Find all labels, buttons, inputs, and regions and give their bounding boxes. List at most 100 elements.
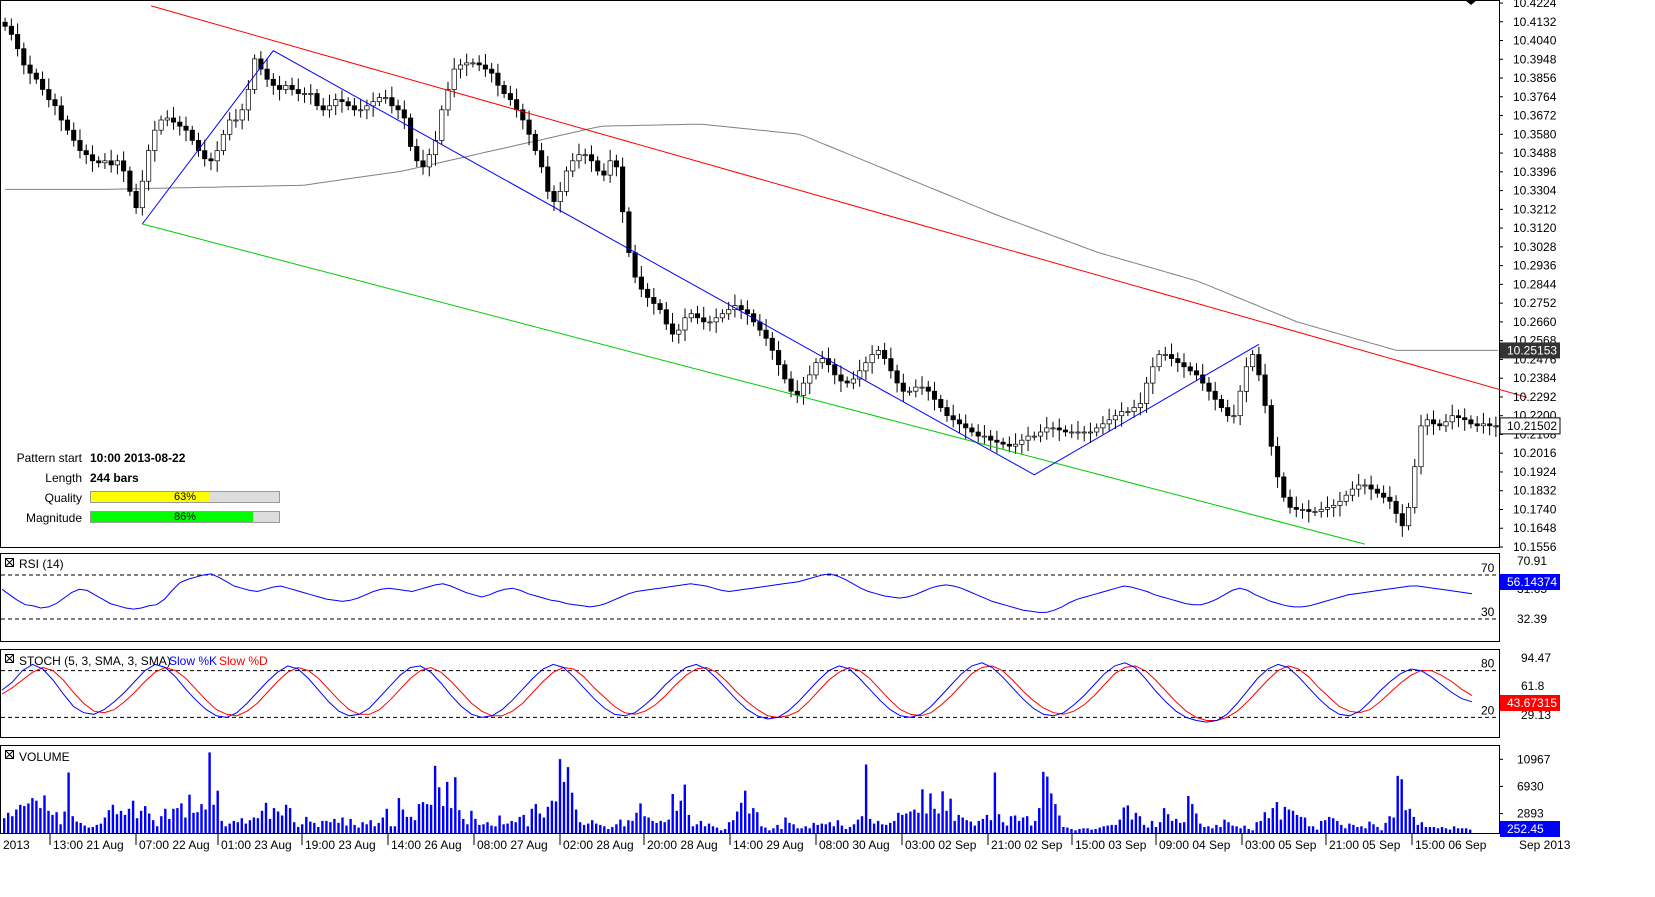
candle bbox=[869, 345, 875, 374]
stoch-level-label: 20 bbox=[1481, 703, 1495, 717]
time-tick-label: 03:00 05 Sep bbox=[1245, 838, 1317, 852]
panel-close-icon[interactable] bbox=[5, 750, 14, 759]
candle bbox=[1449, 404, 1455, 430]
candle bbox=[925, 381, 931, 401]
price-tick-label: 10.4040 bbox=[1513, 34, 1557, 48]
candle-body bbox=[782, 364, 788, 380]
volume-bar bbox=[1199, 823, 1202, 833]
candle bbox=[1212, 381, 1218, 411]
volume-bar bbox=[1364, 828, 1367, 833]
candle bbox=[794, 380, 800, 404]
rsi-panel[interactable]: 70 30 bbox=[1, 561, 1499, 620]
price-tick-label: 10.1556 bbox=[1513, 540, 1557, 554]
volume-bar bbox=[1295, 814, 1299, 833]
volume-bar bbox=[933, 808, 936, 833]
candle bbox=[114, 154, 120, 175]
panel-close-icon[interactable] bbox=[5, 654, 14, 663]
candle-body bbox=[21, 48, 27, 66]
candle-body bbox=[1212, 390, 1218, 400]
price-tick-label: 10.1740 bbox=[1513, 502, 1557, 516]
volume-bar bbox=[204, 809, 207, 833]
volume-bar bbox=[329, 822, 332, 833]
volume-bar bbox=[1223, 819, 1226, 833]
volume-bar bbox=[1094, 829, 1097, 833]
stoch-k-legend: Slow %K bbox=[169, 654, 217, 668]
price-tick-label: 10.2936 bbox=[1513, 259, 1557, 273]
candle-body bbox=[426, 154, 432, 168]
candle bbox=[1056, 418, 1062, 441]
volume-panel[interactable] bbox=[3, 752, 1472, 833]
candle-body bbox=[688, 313, 694, 319]
candle-body bbox=[295, 89, 301, 94]
price-tick-label: 10.1648 bbox=[1513, 521, 1557, 535]
volume-bar bbox=[357, 827, 360, 833]
candle bbox=[1050, 421, 1056, 438]
stoch-panel[interactable]: 80 20 bbox=[1, 657, 1499, 723]
candle bbox=[1106, 408, 1112, 432]
candle bbox=[863, 356, 869, 381]
candle bbox=[1025, 426, 1031, 452]
volume-bar bbox=[639, 803, 642, 833]
volume-bar bbox=[852, 824, 856, 833]
volume-bar bbox=[752, 808, 755, 833]
candle-body bbox=[1287, 496, 1293, 508]
candle-body bbox=[1399, 513, 1405, 527]
price-tick-label: 10.4132 bbox=[1513, 15, 1557, 29]
candle-body bbox=[1468, 419, 1474, 425]
candle bbox=[52, 93, 58, 116]
price-tick-label: 10.2384 bbox=[1513, 371, 1557, 385]
volume-bar bbox=[75, 821, 78, 833]
volume-bar bbox=[917, 812, 920, 833]
candle-body bbox=[96, 160, 102, 164]
candle-body bbox=[919, 386, 925, 389]
candle bbox=[981, 425, 987, 444]
time-tick-label: 15:00 03 Sep bbox=[1075, 838, 1147, 852]
candle-body bbox=[364, 105, 370, 111]
candle-body bbox=[1455, 415, 1462, 419]
volume-bar bbox=[103, 817, 107, 833]
candle bbox=[763, 319, 769, 346]
candle bbox=[258, 51, 264, 76]
volume-bar bbox=[160, 816, 163, 833]
volume-bar bbox=[957, 814, 960, 833]
candle-body bbox=[744, 309, 750, 315]
candle bbox=[89, 145, 96, 172]
volume-bar bbox=[1162, 808, 1166, 833]
length-label: Length bbox=[45, 471, 82, 485]
price-tick-label: 10.3488 bbox=[1513, 146, 1557, 160]
candle-body bbox=[64, 119, 71, 131]
volume-bar bbox=[868, 818, 872, 833]
candle bbox=[632, 244, 638, 284]
candle-body bbox=[1356, 484, 1362, 490]
volume-bar bbox=[1005, 825, 1009, 833]
candle bbox=[1480, 412, 1486, 434]
candle bbox=[301, 87, 308, 103]
price-tick-label: 10.3028 bbox=[1513, 240, 1557, 254]
time-tick-label: 07:00 22 Aug bbox=[139, 838, 210, 852]
price-panel[interactable] bbox=[2, 5, 1528, 545]
candle bbox=[1393, 495, 1399, 523]
volume-bar bbox=[91, 827, 94, 833]
volume-bar bbox=[1400, 779, 1403, 833]
candle bbox=[1075, 420, 1081, 440]
volume-bar bbox=[695, 824, 699, 833]
volume-bar bbox=[438, 787, 441, 833]
volume-bar bbox=[421, 802, 425, 833]
volume-bar bbox=[1352, 824, 1355, 833]
volume-bar bbox=[1356, 827, 1359, 833]
candle-body bbox=[1106, 419, 1112, 425]
volume-bar bbox=[611, 827, 614, 833]
volume-bar bbox=[168, 818, 171, 833]
volume-bar bbox=[1287, 809, 1291, 833]
candle bbox=[345, 97, 351, 111]
volume-value-tag-bg bbox=[1500, 821, 1560, 837]
candle-body bbox=[345, 101, 351, 107]
candle bbox=[1299, 503, 1306, 519]
volume-bar bbox=[550, 800, 554, 833]
candle-body bbox=[956, 419, 963, 425]
volume-bar bbox=[1130, 819, 1134, 833]
panel-close-icon[interactable] bbox=[5, 558, 14, 567]
volume-bar bbox=[671, 794, 674, 833]
volume-bar bbox=[784, 817, 787, 833]
volume-bar bbox=[297, 827, 300, 833]
